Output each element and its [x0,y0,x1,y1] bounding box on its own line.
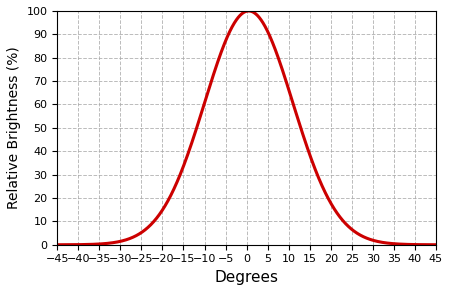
X-axis label: Degrees: Degrees [215,270,279,285]
Y-axis label: Relative Brightness (%): Relative Brightness (%) [7,46,21,209]
